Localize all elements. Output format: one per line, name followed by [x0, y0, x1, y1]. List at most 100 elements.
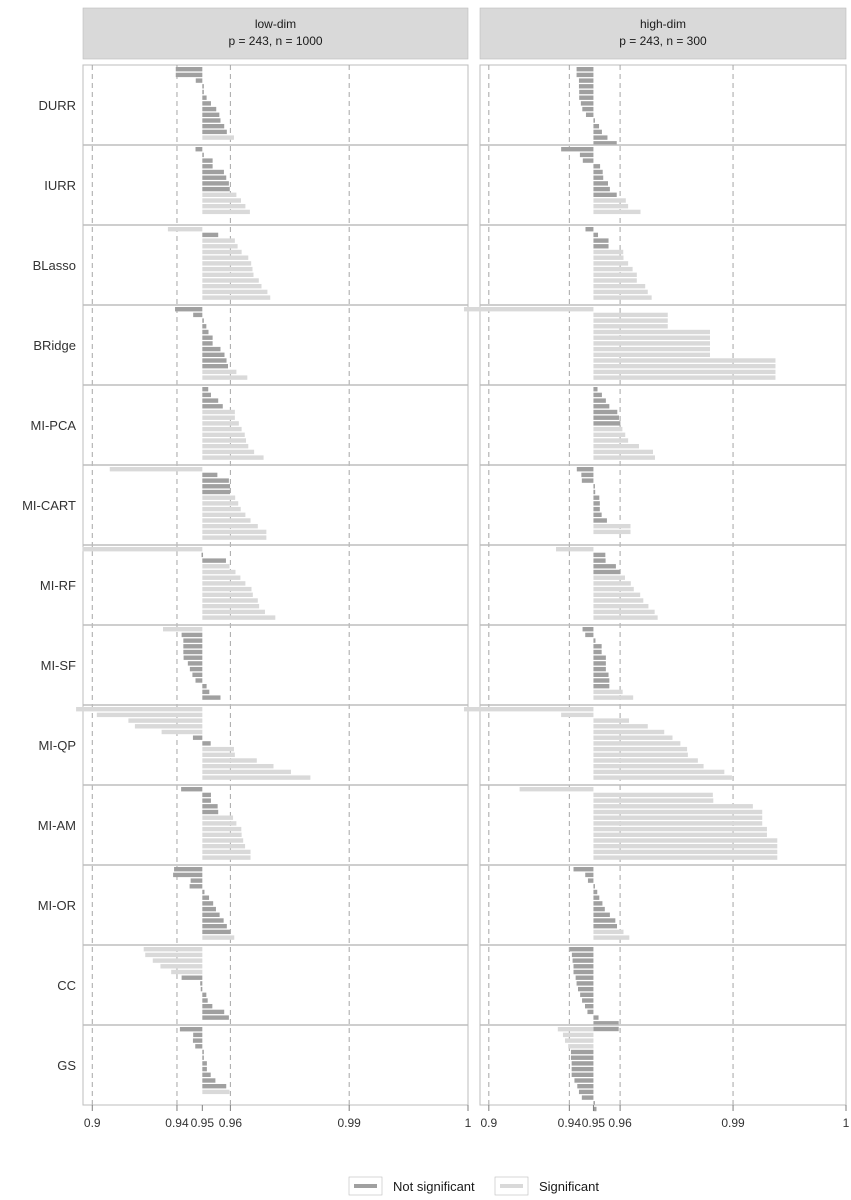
- panel-high-dim-bar-iurr: [593, 186, 610, 192]
- panel-low-dim-bar-bridge: [202, 358, 227, 363]
- panel-low-dim-body: 0.9 0.94 0.95 0.96 0.99 1: [76, 64, 472, 1130]
- panel-high-dim-x-tick-label: 0.99: [721, 1116, 745, 1130]
- panel-high-dim-bar-cc: [577, 986, 594, 992]
- panel-low-dim-bar-gs: [202, 1049, 204, 1055]
- panel-low-dim-bar-mi-cart: [202, 495, 236, 500]
- panel-high-dim-bar-mi-rf: [593, 575, 625, 580]
- panel-low-dim-bar-mi-qp: [202, 746, 234, 752]
- panel-high-dim-bar-mi-or: [593, 889, 598, 895]
- panel-low-dim-bar-mi-am: [202, 815, 234, 820]
- legend: Not significant Significant: [348, 1176, 599, 1196]
- panel-low-dim-bar-iurr: [202, 181, 229, 186]
- panel-high-dim-bar-mi-or: [587, 878, 594, 883]
- panel-high-dim-bar-mi-rf: [556, 547, 594, 552]
- panel-high-dim-bar-mi-pca: [593, 438, 629, 443]
- panel-low-dim-bar-mi-cart: [202, 478, 229, 483]
- row-labels: DURR IURR BLasso BRidge MI-PCA MI-CART MI-RF MI…: [22, 98, 76, 1073]
- panel-high-dim-bar-mi-sf: [593, 644, 602, 649]
- panel-high-dim-bar-bridge: [593, 346, 710, 352]
- panel-high-dim-bar-blasso: [593, 249, 624, 255]
- panel-high-dim-bar-mi-rf: [593, 604, 649, 609]
- panel-low-dim-bar-cc: [202, 1009, 225, 1015]
- panel-low-dim-bar-gs: [202, 1061, 207, 1066]
- panel-high-dim-bar-mi-sf: [593, 678, 610, 683]
- panel-low-dim-bar-mi-qp: [134, 724, 203, 729]
- panel-low-dim-bar-mi-rf: [202, 609, 265, 615]
- panel-high-dim-bar-mi-rf: [593, 592, 641, 597]
- panel-low-dim-bar-mi-or: [202, 918, 224, 923]
- panel-high-dim-bar-durr: [593, 141, 617, 146]
- panel-high-dim-bar-mi-pca: [593, 387, 598, 392]
- panel-high-dim-bar-gs: [578, 1089, 594, 1095]
- panel-low-dim-bar-durr: [202, 112, 220, 117]
- panel-high-dim-bar-mi-cart: [593, 529, 631, 535]
- row-label-mi-pca: MI-PCA: [31, 418, 77, 433]
- row-label-mi-or: MI-OR: [38, 898, 76, 913]
- panel-high-dim-bar-mi-pca: [593, 404, 610, 409]
- panel-low-dim-bar-durr: [202, 129, 227, 135]
- panel-high-dim-bar-mi-or: [573, 867, 594, 872]
- panel-low-dim-bar-mi-rf: [202, 598, 258, 603]
- panel-low-dim-bar-iurr: [202, 209, 250, 215]
- panel-low-dim-bar-iurr: [202, 198, 242, 203]
- panel-low-dim-bar-blasso: [202, 284, 262, 289]
- panel-low-dim-bar-mi-pca: [202, 392, 211, 398]
- panel-high-dim-bar-mi-sf: [593, 666, 606, 672]
- panel-low-dim-bar-mi-sf: [202, 684, 207, 689]
- panel-low-dim-bar-mi-pca: [202, 449, 255, 455]
- row-label-bridge: BRidge: [33, 338, 76, 353]
- panel-low-dim-bar-mi-or: [174, 867, 203, 872]
- panel-low-dim-bar-mi-sf: [195, 678, 203, 683]
- panel-low-dim-bar-mi-pca: [202, 387, 209, 392]
- panel-low-dim-bar-mi-or: [202, 889, 205, 895]
- panel-low-dim-bar-blasso: [202, 255, 249, 260]
- panel-low-dim-bar-mi-pca: [202, 398, 219, 403]
- panel-high-dim-bar-mi-rf: [593, 586, 634, 592]
- panel-high-dim-plot-area: [479, 64, 847, 1106]
- panel-low-dim-bar-mi-or: [202, 906, 216, 912]
- panel-low-dim-bar-cc: [152, 958, 203, 963]
- panel-low-dim-bar-mi-or: [202, 924, 227, 929]
- panel-low-dim-bar-mi-cart: [202, 489, 231, 495]
- panel-low-dim-bar-mi-rf: [202, 615, 276, 620]
- panel-high-dim-bar-mi-qp: [593, 775, 732, 780]
- panel-high-dim-bar-mi-rf: [593, 581, 631, 586]
- panel-low-dim-bar-durr: [202, 89, 204, 95]
- panel-high-dim-bar-mi-or: [593, 884, 595, 889]
- panel-low-dim-bar-mi-am: [202, 838, 244, 843]
- panel-low-dim-bar-cc: [202, 998, 208, 1003]
- panel-low-dim-bar-mi-rf: [202, 558, 226, 563]
- panel-high-dim-bar-mi-or: [593, 906, 605, 912]
- panel-low-dim-bar-mi-qp: [76, 707, 203, 712]
- panel-high-dim-bar-gs: [574, 1078, 594, 1083]
- legend-label-significant: Significant: [539, 1179, 599, 1194]
- panel-low-dim-bar-cc: [171, 969, 203, 975]
- panel-low-dim-bar-blasso: [167, 227, 203, 232]
- panel-high-dim-bar-mi-pca: [593, 392, 602, 398]
- panel-low-dim-bar-mi-am: [202, 804, 218, 809]
- panel-low-dim-bar-bridge: [202, 318, 204, 323]
- panel-high-dim-bar-mi-rf: [593, 609, 655, 615]
- panel-high-dim-bar-gs: [571, 1066, 594, 1072]
- panel-high-dim-bar-cc: [584, 1004, 594, 1009]
- panel-low-dim-bar-mi-rf: [202, 581, 246, 586]
- panel-high-dim-bar-gs: [570, 1055, 594, 1060]
- panel-high-dim-bar-iurr: [593, 164, 601, 169]
- row-label-blasso: BLasso: [33, 258, 76, 273]
- panel-low-dim-bar-cc: [202, 1004, 213, 1009]
- panel-high-dim-bar-durr: [576, 72, 594, 78]
- panel-high-dim-bar-gs: [571, 1061, 594, 1066]
- panel-high-dim-bar-durr: [579, 95, 594, 100]
- panel-high-dim-bar-mi-cart: [593, 518, 607, 523]
- panel-high-dim-bar-mi-or: [593, 912, 610, 917]
- panel-low-dim-bar-mi-pca: [202, 426, 242, 432]
- panel-high-dim-bar-mi-sf: [593, 672, 609, 677]
- panel-low-dim-bar-mi-sf: [183, 649, 203, 655]
- panel-high-dim-bar-blasso: [585, 227, 594, 232]
- panel-low-dim-bar-iurr: [202, 164, 213, 169]
- panel-high-dim-bar-iurr: [561, 147, 594, 152]
- panel-low-dim-bar-durr: [202, 84, 204, 89]
- panel-low-dim-bar-mi-cart: [202, 529, 267, 535]
- panel-low-dim-bar-blasso: [202, 278, 259, 283]
- panel-low-dim-bar-bridge: [202, 329, 209, 335]
